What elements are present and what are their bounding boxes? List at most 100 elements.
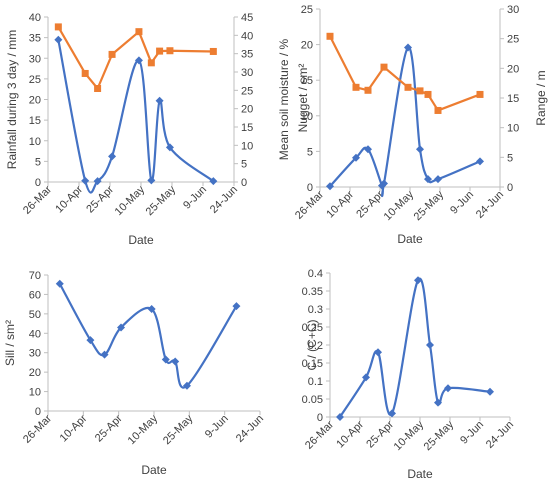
series-orange: [54, 23, 217, 92]
data-point: [147, 176, 156, 185]
y-tick-label: 0: [317, 412, 323, 424]
series-line: [329, 46, 481, 198]
y-tick-label: 0.35: [302, 286, 323, 298]
data-point: [326, 32, 334, 40]
series-blue: [54, 35, 218, 194]
y-tick-label: 5: [35, 156, 41, 168]
data-point: [165, 143, 174, 152]
data-point: [108, 152, 117, 161]
x-tick-label: 10-Apr: [334, 418, 366, 450]
data-point: [476, 90, 484, 98]
y2-tick-label: 10: [241, 140, 253, 152]
data-point: [81, 176, 90, 185]
y-axis-title: Sill / sm²: [3, 320, 17, 366]
data-point: [434, 398, 442, 407]
data-point: [426, 341, 434, 349]
y-tick-label: 25: [29, 74, 41, 86]
data-point: [209, 177, 218, 186]
y-axis-title: Nugget / sm²: [296, 64, 310, 133]
x-tick-label: 25-May: [161, 412, 196, 447]
y-tick-label: 5: [307, 146, 313, 158]
data-point: [374, 348, 382, 357]
x-tick-label: 10-Apr: [53, 183, 85, 215]
y-tick-label: 20: [29, 367, 41, 379]
x-tick-label: 25-May: [422, 418, 457, 453]
data-point: [336, 413, 344, 421]
data-point: [93, 177, 102, 186]
x-tick-label: 24-Jun: [484, 419, 516, 451]
data-point: [171, 357, 180, 366]
data-point: [117, 323, 126, 332]
data-point: [86, 336, 95, 345]
data-point: [414, 276, 422, 285]
x-tick-label: 25-Apr: [84, 183, 116, 215]
data-point: [100, 350, 109, 359]
y2-tick-label: 10: [507, 123, 519, 135]
y-tick-label: 60: [29, 289, 41, 301]
series-line: [339, 277, 491, 418]
data-point: [388, 409, 396, 418]
x-tick-label: 10-May: [382, 188, 417, 223]
data-point: [156, 47, 164, 55]
data-point: [55, 279, 64, 288]
data-point: [134, 56, 143, 65]
y-axis-title: C / (C+C): [305, 319, 319, 370]
y-tick-label: 70: [29, 270, 41, 282]
data-point: [364, 86, 372, 94]
x-tick-label: 9-Jun: [181, 184, 209, 212]
data-point: [352, 83, 360, 91]
x-tick-label: 24-Jun: [474, 189, 506, 221]
series-line: [58, 283, 238, 389]
data-point: [147, 59, 155, 67]
y-tick-label: 30: [29, 348, 41, 360]
y-tick-label: 15: [29, 115, 41, 127]
data-point: [182, 381, 191, 390]
y-tick-label: 10: [29, 387, 41, 399]
y2-tick-label: 20: [241, 104, 253, 116]
data-point: [81, 69, 89, 77]
x-tick-label: 10-May: [392, 418, 427, 453]
y-tick-label: 0.4: [308, 268, 323, 280]
series-line: [57, 39, 215, 194]
y-tick-label: 40: [29, 328, 41, 340]
data-point: [404, 43, 412, 52]
y-tick-label: 0.2: [308, 340, 323, 352]
y2-tick-label: 25: [241, 85, 253, 97]
data-point: [326, 182, 334, 191]
x-tick-label: 9-Jun: [203, 413, 231, 441]
y2-tick-label: 40: [241, 30, 253, 42]
y-tick-label: 0: [35, 406, 41, 418]
y-tick-label: 0.05: [302, 394, 323, 406]
data-point: [54, 23, 62, 31]
data-point: [94, 85, 102, 92]
series-blue: [326, 43, 484, 198]
y-tick-label: 40: [29, 12, 41, 24]
data-point: [434, 106, 442, 114]
y2-tick-label: 25: [507, 34, 519, 46]
y2-tick-label: 5: [507, 152, 513, 164]
chart-panel-2: 051015202505101520253026-Mar10-Apr25-Apr…: [293, 4, 548, 246]
y2-axis-title: Range / m: [534, 70, 548, 125]
y2-tick-label: 35: [241, 49, 253, 61]
chart-panel-1: 051015202530354005101520253035404526-Mar…: [5, 12, 291, 247]
y2-tick-label: 0: [507, 182, 513, 194]
series-blue: [55, 279, 241, 390]
data-point: [54, 35, 63, 44]
x-tick-label: 25-May: [144, 183, 179, 218]
y-tick-label: 0.25: [302, 322, 323, 334]
data-point: [364, 145, 372, 154]
y-tick-label: 50: [29, 309, 41, 321]
y-tick-label: 10: [29, 136, 41, 148]
y-tick-label: 15: [301, 75, 313, 87]
chart-panel-4: 00.050.10.150.20.250.30.350.426-Mar10-Ap…: [302, 268, 517, 481]
x-tick-label: 25-May: [412, 188, 447, 223]
series-orange: [326, 32, 484, 114]
y-tick-label: 10: [301, 111, 313, 123]
data-point: [209, 47, 217, 55]
data-point: [161, 355, 170, 364]
data-point: [135, 28, 143, 36]
y-tick-label: 20: [29, 95, 41, 107]
y-tick-label: 0: [307, 182, 313, 194]
data-point: [380, 63, 388, 71]
